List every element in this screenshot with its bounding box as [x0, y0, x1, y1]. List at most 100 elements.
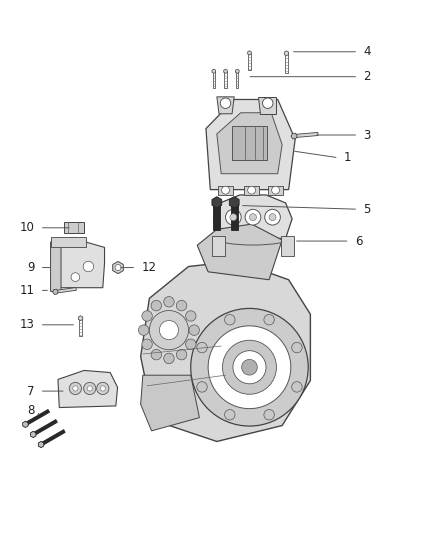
Text: 3: 3: [364, 128, 371, 141]
Ellipse shape: [197, 342, 207, 353]
Polygon shape: [141, 261, 311, 441]
Polygon shape: [217, 113, 282, 174]
Ellipse shape: [269, 214, 276, 221]
Ellipse shape: [151, 301, 162, 311]
Polygon shape: [284, 51, 289, 56]
Polygon shape: [231, 204, 238, 230]
Polygon shape: [64, 222, 84, 233]
Polygon shape: [214, 195, 292, 238]
Text: 2: 2: [364, 70, 371, 83]
Text: 9: 9: [27, 261, 35, 274]
Polygon shape: [25, 409, 49, 426]
Polygon shape: [247, 51, 251, 55]
Polygon shape: [212, 69, 215, 74]
Polygon shape: [58, 370, 117, 408]
Ellipse shape: [262, 98, 273, 108]
Polygon shape: [217, 97, 234, 114]
Ellipse shape: [242, 359, 257, 375]
Ellipse shape: [265, 209, 280, 225]
Polygon shape: [213, 204, 220, 230]
Ellipse shape: [142, 311, 152, 321]
Polygon shape: [53, 289, 58, 294]
Polygon shape: [79, 318, 82, 336]
Polygon shape: [213, 71, 215, 88]
Polygon shape: [31, 431, 36, 438]
Polygon shape: [197, 224, 282, 280]
Ellipse shape: [292, 342, 302, 353]
Ellipse shape: [292, 382, 302, 392]
Ellipse shape: [250, 214, 256, 221]
Ellipse shape: [220, 98, 231, 108]
Ellipse shape: [222, 186, 230, 194]
Ellipse shape: [73, 386, 78, 391]
Polygon shape: [39, 441, 44, 448]
Text: 5: 5: [364, 203, 371, 216]
Ellipse shape: [225, 314, 235, 325]
Ellipse shape: [97, 382, 109, 394]
Text: 10: 10: [20, 221, 35, 235]
Ellipse shape: [248, 186, 255, 194]
Polygon shape: [244, 186, 259, 195]
Polygon shape: [78, 316, 83, 321]
Text: 6: 6: [355, 235, 362, 247]
Text: 1: 1: [344, 151, 351, 164]
Polygon shape: [258, 97, 276, 114]
Polygon shape: [206, 100, 295, 190]
Polygon shape: [224, 69, 227, 74]
Ellipse shape: [149, 311, 188, 350]
Polygon shape: [230, 197, 239, 208]
Ellipse shape: [264, 314, 274, 325]
Polygon shape: [52, 242, 105, 288]
Polygon shape: [218, 186, 233, 195]
Ellipse shape: [264, 409, 274, 420]
Ellipse shape: [138, 325, 149, 335]
Text: 4: 4: [364, 45, 371, 58]
Ellipse shape: [115, 264, 121, 271]
Ellipse shape: [186, 339, 196, 350]
Ellipse shape: [84, 382, 96, 394]
Ellipse shape: [233, 351, 266, 384]
Polygon shape: [285, 53, 288, 73]
Ellipse shape: [189, 325, 199, 335]
Text: 7: 7: [27, 385, 35, 398]
Text: 11: 11: [19, 284, 35, 297]
Polygon shape: [281, 236, 294, 256]
Polygon shape: [50, 238, 61, 292]
Polygon shape: [23, 421, 28, 427]
Ellipse shape: [142, 339, 152, 350]
Polygon shape: [141, 375, 199, 431]
Text: 8: 8: [27, 404, 35, 417]
Ellipse shape: [226, 209, 241, 225]
Polygon shape: [291, 133, 297, 139]
Polygon shape: [294, 132, 318, 138]
Ellipse shape: [83, 261, 94, 272]
Ellipse shape: [245, 209, 261, 225]
Ellipse shape: [164, 353, 174, 364]
Ellipse shape: [177, 350, 187, 360]
Polygon shape: [225, 71, 226, 88]
Ellipse shape: [208, 326, 291, 409]
Ellipse shape: [151, 350, 162, 360]
Polygon shape: [236, 71, 238, 88]
Ellipse shape: [159, 320, 179, 340]
Ellipse shape: [69, 382, 81, 394]
Ellipse shape: [100, 386, 106, 391]
Ellipse shape: [177, 301, 187, 311]
Polygon shape: [212, 197, 222, 208]
Text: 13: 13: [20, 318, 35, 332]
Ellipse shape: [71, 273, 80, 281]
Ellipse shape: [164, 296, 174, 307]
Polygon shape: [113, 262, 124, 273]
Ellipse shape: [272, 186, 279, 194]
Polygon shape: [232, 126, 267, 160]
Ellipse shape: [197, 382, 207, 392]
Ellipse shape: [87, 386, 92, 391]
Ellipse shape: [191, 309, 308, 426]
Text: 12: 12: [141, 261, 156, 274]
Polygon shape: [50, 237, 86, 247]
Polygon shape: [55, 287, 76, 293]
Ellipse shape: [225, 409, 235, 420]
Polygon shape: [32, 419, 57, 436]
Ellipse shape: [186, 311, 196, 321]
Polygon shape: [40, 430, 65, 446]
